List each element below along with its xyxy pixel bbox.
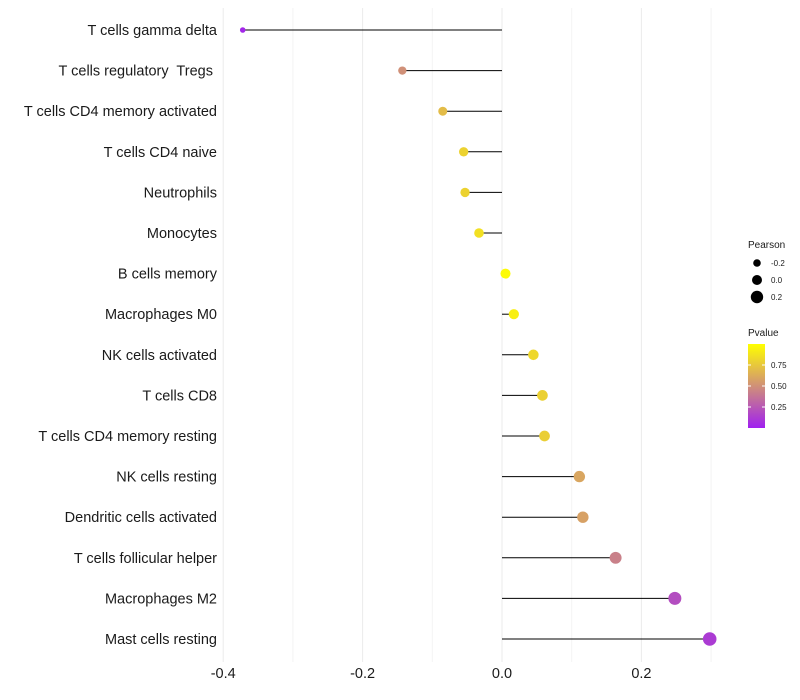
point-nk-cells-activated: [528, 349, 539, 361]
y-label-neutrophils: Neutrophils: [144, 185, 217, 201]
y-label-mast-cells-resting: Mast cells resting: [105, 632, 217, 648]
y-label-t-cells-cd4-memory-activated: T cells CD4 memory activated: [24, 104, 217, 120]
y-label-t-cells-gamma-delta: T cells gamma delta: [88, 23, 218, 39]
y-label-b-cells-memory: B cells memory: [118, 267, 218, 283]
point-neutrophils: [460, 187, 470, 198]
point-nk-cells-resting: [573, 470, 586, 483]
point-t-cells-cd4-naive: [458, 147, 469, 157]
y-label-nk-cells-resting: NK cells resting: [116, 470, 217, 486]
size-legend-label-0: -0.2: [771, 259, 785, 268]
color-legend-label-0: 0.75: [771, 361, 787, 370]
points: [239, 27, 717, 646]
size-legend-label-1: 0.0: [771, 276, 783, 285]
size-legend-key-1: [752, 275, 762, 285]
y-label-dendritic-cells-activated: Dendritic cells activated: [65, 510, 217, 526]
point-t-cells-cd4-memory-activated: [438, 106, 448, 116]
point-t-cells-follicular-helper: [609, 551, 622, 564]
point-monocytes: [474, 228, 484, 238]
point-t-cells-gamma-delta: [239, 27, 246, 33]
x-tick-label-0: -0.4: [211, 666, 236, 682]
point-t-cells-cd8: [537, 390, 548, 401]
x-tick-label-3: 0.2: [631, 666, 651, 682]
color-legend-bar: [748, 344, 765, 428]
color-legend: Pvalue 0.75 0.50 0.25: [748, 328, 787, 428]
y-label-t-cells-cd4-memory-resting: T cells CD4 memory resting: [38, 429, 217, 445]
point-b-cells-memory: [500, 268, 511, 279]
y-label-t-cells-cd4-naive: T cells CD4 naive: [104, 145, 217, 161]
color-legend-label-2: 0.25: [771, 403, 787, 412]
point-macrophages-m0: [508, 309, 519, 320]
point-t-cells-cd4-memory-resting: [539, 430, 550, 442]
color-legend-label-1: 0.50: [771, 382, 787, 391]
size-legend-label-2: 0.2: [771, 293, 783, 302]
x-tick-label-2: 0.0: [492, 666, 512, 682]
gridlines: [222, 8, 712, 662]
point-dendritic-cells-activated: [577, 511, 589, 523]
point-mast-cells-resting: [702, 632, 717, 646]
y-label-macrophages-m2: Macrophages M2: [105, 591, 217, 607]
x-tick-label-1: -0.2: [350, 666, 375, 682]
size-legend: Pearson -0.2 0.0 0.2: [748, 240, 785, 304]
size-legend-title: Pearson: [748, 240, 785, 251]
size-legend-key-0: [753, 259, 761, 267]
x-axis-ticks: -0.4 -0.2 0.0 0.2: [211, 666, 652, 682]
y-label-t-cells-regulatory-tregs: T cells regulatory Tregs: [59, 64, 218, 80]
y-label-t-cells-follicular-helper: T cells follicular helper: [74, 551, 217, 567]
size-legend-key-2: [750, 290, 764, 304]
point-macrophages-m2: [668, 591, 682, 605]
y-label-macrophages-m0: Macrophages M0: [105, 307, 217, 323]
y-label-t-cells-cd8: T cells CD8: [142, 388, 217, 404]
y-label-monocytes: Monocytes: [147, 226, 217, 242]
point-t-cells-regulatory-tregs: [398, 66, 407, 75]
y-label-nk-cells-activated: NK cells activated: [102, 348, 217, 364]
y-axis-labels: T cells gamma delta T cells regulatory Tr…: [24, 23, 218, 648]
color-legend-title: Pvalue: [748, 328, 779, 339]
stems: [242, 29, 710, 640]
